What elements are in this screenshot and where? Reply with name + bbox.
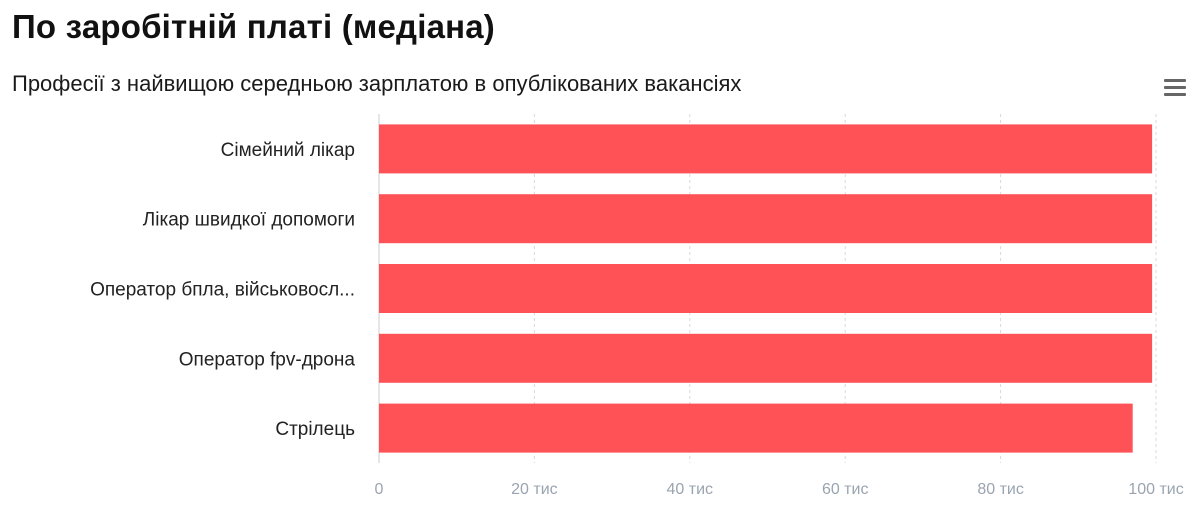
category-labels: Сімейний лікар Лікар швидкої допомоги Опер… xyxy=(90,140,355,440)
category-label: Сімейний лікар xyxy=(221,140,355,161)
bar[interactable] xyxy=(379,194,1153,244)
bar[interactable] xyxy=(379,333,1153,383)
x-tick-label: 100 тис xyxy=(1128,481,1183,498)
x-tick-label: 80 тис xyxy=(977,481,1024,498)
x-tick-label: 20 тис xyxy=(511,481,558,498)
x-axis-tick-labels: 0 20 тис 40 тис 60 тис 80 тис 100 тис xyxy=(375,481,1184,498)
bar[interactable] xyxy=(379,403,1133,453)
bar[interactable] xyxy=(379,124,1153,174)
x-tick-label: 40 тис xyxy=(667,481,714,498)
hamburger-menu-icon[interactable] xyxy=(1162,76,1188,98)
category-label: Стрілець xyxy=(275,419,355,440)
x-tick-label: 60 тис xyxy=(822,481,869,498)
x-tick-label: 0 xyxy=(375,481,384,498)
category-label: Оператор fpv-дрона xyxy=(179,349,356,370)
bar[interactable] xyxy=(379,264,1153,313)
bars xyxy=(379,124,1153,453)
category-label: Лікар швидкої допомоги xyxy=(143,210,355,231)
chart-title: По заробітній платі (медіана) xyxy=(12,8,495,45)
category-label: Оператор бпла, військовосл... xyxy=(90,280,355,301)
chart-subtitle: Професії з найвищою середньою зарплатою … xyxy=(12,71,742,96)
